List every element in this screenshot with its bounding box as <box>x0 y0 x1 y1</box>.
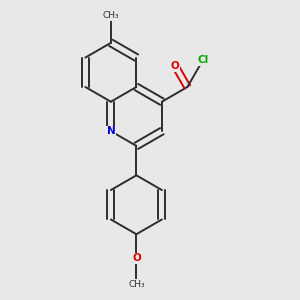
Text: N: N <box>106 126 115 136</box>
Text: O: O <box>171 61 180 71</box>
Text: O: O <box>132 254 141 263</box>
Text: Cl: Cl <box>197 55 208 65</box>
Text: CH₃: CH₃ <box>128 280 145 289</box>
Text: CH₃: CH₃ <box>103 11 119 20</box>
